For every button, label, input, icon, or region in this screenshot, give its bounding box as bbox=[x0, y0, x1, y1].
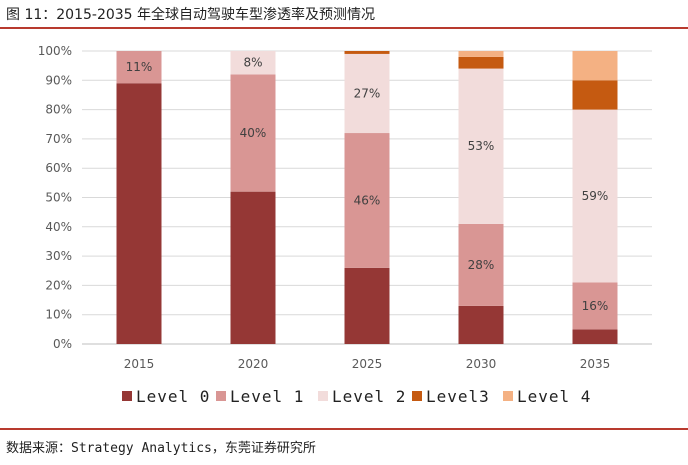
stacked-bar-chart: 0% 10% 20% 30% 40% 50% 60% 70% 80% 90% 100% 11% 40%… bbox=[38, 44, 652, 406]
bar-segment bbox=[116, 83, 162, 344]
data-label: 27% bbox=[354, 86, 381, 100]
data-label: 59% bbox=[582, 189, 609, 203]
bars bbox=[116, 51, 618, 344]
y-tick-label: 70% bbox=[45, 132, 72, 146]
legend-label: Level 2 bbox=[332, 387, 406, 406]
x-tick-label: 2015 bbox=[124, 357, 155, 371]
data-label: 53% bbox=[468, 139, 495, 153]
legend-swatch bbox=[122, 391, 132, 401]
y-axis-ticks: 0% 10% 20% 30% 40% 50% 60% 70% 80% 90% 100% bbox=[38, 44, 72, 351]
bar-segment bbox=[572, 282, 618, 330]
bar-segment bbox=[458, 223, 504, 306]
y-tick-label: 60% bbox=[45, 161, 72, 175]
top-divider bbox=[0, 27, 688, 29]
legend-label: Level 1 bbox=[230, 387, 304, 406]
legend-swatch bbox=[216, 391, 226, 401]
legend-label: Level3 bbox=[426, 387, 490, 406]
bar-segment bbox=[230, 191, 276, 344]
chart-title: 图 11：2015-2035 年全球自动驾驶车型渗透率及预测情况 bbox=[6, 7, 376, 23]
legend-label: Level 0 bbox=[136, 387, 210, 406]
legend-label: Level 4 bbox=[517, 387, 591, 406]
legend-swatch bbox=[503, 391, 513, 401]
data-labels: 11% 40% 8% 46% 27% 28% 53% 16% 59% bbox=[126, 56, 609, 313]
y-tick-label: 100% bbox=[38, 44, 72, 58]
bar-segment bbox=[572, 80, 618, 110]
data-label: 16% bbox=[582, 299, 609, 313]
legend-swatch bbox=[318, 391, 328, 401]
x-tick-label: 2030 bbox=[466, 357, 497, 371]
y-tick-label: 10% bbox=[45, 308, 72, 322]
bar-segment bbox=[458, 56, 504, 69]
y-tick-label: 0% bbox=[53, 337, 72, 351]
data-label: 8% bbox=[243, 56, 262, 70]
data-label: 40% bbox=[240, 126, 267, 140]
legend-swatch bbox=[412, 391, 422, 401]
y-tick-label: 80% bbox=[45, 103, 72, 117]
legend: Level 0 Level 1 Level 2 Level3 Level 4 bbox=[122, 387, 591, 406]
bar-segment bbox=[344, 267, 390, 344]
x-tick-label: 2020 bbox=[238, 357, 269, 371]
x-tick-label: 2035 bbox=[580, 357, 611, 371]
data-label: 46% bbox=[354, 193, 381, 207]
bottom-divider bbox=[0, 428, 688, 430]
bar-segment bbox=[230, 74, 276, 192]
bar-segment bbox=[230, 51, 276, 75]
y-tick-label: 90% bbox=[45, 73, 72, 87]
y-tick-label: 50% bbox=[45, 191, 72, 205]
x-axis-ticks: 2015 2020 2025 2030 2035 bbox=[124, 357, 611, 371]
bar-segment bbox=[572, 329, 618, 344]
bar-segment bbox=[344, 53, 390, 134]
data-label: 11% bbox=[126, 60, 153, 74]
source-note: 数据来源：Strategy Analytics，东莞证券研究所 bbox=[6, 441, 316, 456]
x-tick-label: 2025 bbox=[352, 357, 383, 371]
y-tick-label: 20% bbox=[45, 278, 72, 292]
bar-segment bbox=[458, 305, 504, 344]
bar-segment bbox=[572, 51, 618, 81]
bar-segment bbox=[344, 133, 390, 268]
bar-segment bbox=[458, 51, 504, 57]
bar-segment bbox=[458, 68, 504, 224]
y-tick-label: 30% bbox=[45, 249, 72, 263]
bar-segment bbox=[344, 51, 390, 54]
bar-segment bbox=[116, 51, 162, 84]
data-label: 28% bbox=[468, 258, 495, 272]
bar-segment bbox=[572, 109, 618, 283]
y-tick-label: 40% bbox=[45, 220, 72, 234]
